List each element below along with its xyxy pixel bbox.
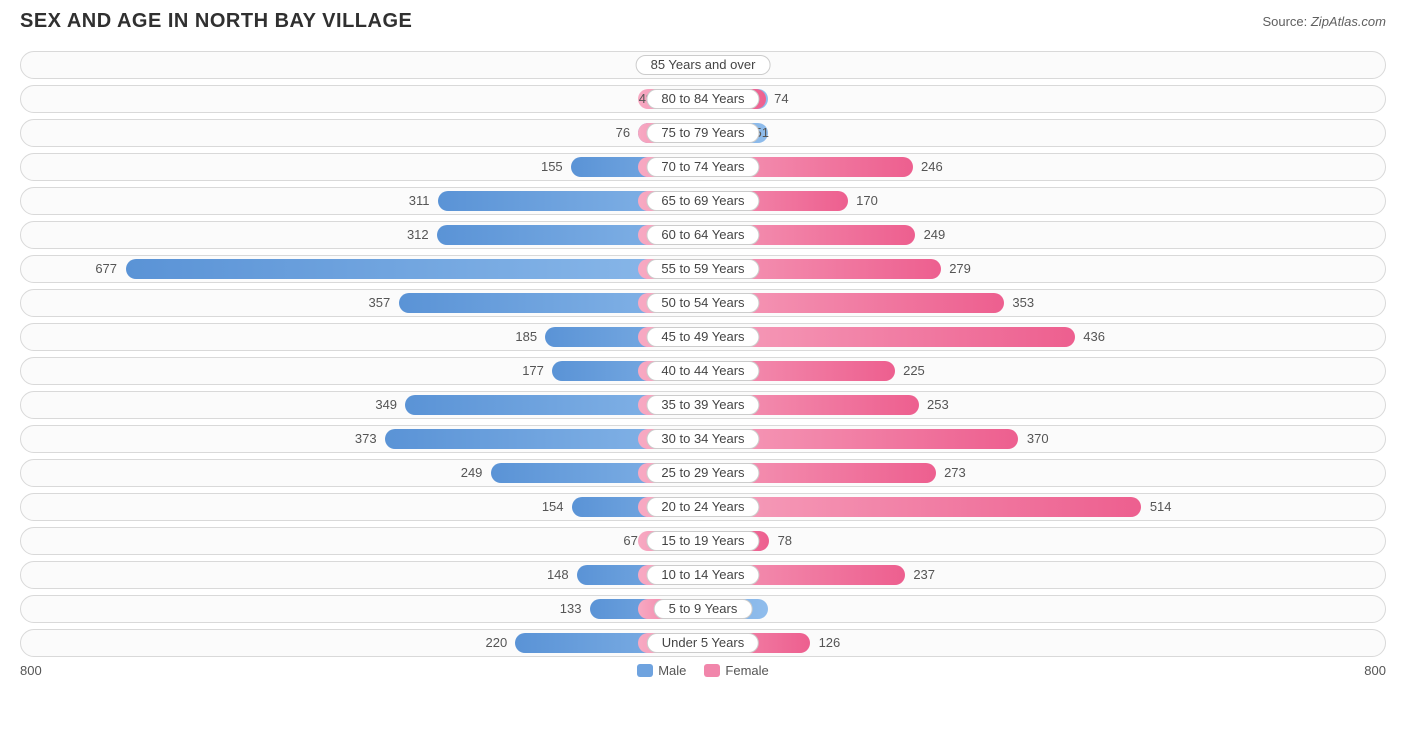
age-row: 677 279 55 to 59 Years	[20, 255, 1386, 283]
legend-item-female: Female	[704, 663, 768, 678]
age-row: 395285 Years and over	[20, 51, 1386, 79]
source-name: ZipAtlas.com	[1311, 14, 1386, 29]
female-value: 126	[819, 630, 841, 656]
male-value: 177	[522, 358, 544, 384]
age-row: 249 273 25 to 29 Years	[20, 459, 1386, 487]
female-value: 225	[903, 358, 925, 384]
female-value: 514	[1150, 494, 1172, 520]
age-row: 311 170 65 to 69 Years	[20, 187, 1386, 215]
age-row: 148 237 10 to 14 Years	[20, 561, 1386, 589]
age-row: 177 225 40 to 44 Years	[20, 357, 1386, 385]
male-value: 312	[407, 222, 429, 248]
age-row: 154 514 20 to 24 Years	[20, 493, 1386, 521]
male-value: 220	[485, 630, 507, 656]
axis-label-right: 800	[1326, 663, 1386, 678]
age-category-label: 10 to 14 Years	[646, 565, 759, 585]
legend: Male Female	[80, 663, 1326, 678]
age-category-label: 40 to 44 Years	[646, 361, 759, 381]
age-category-label: 85 Years and over	[636, 55, 771, 75]
female-value: 279	[949, 256, 971, 282]
population-pyramid: 395285 Years and over497480 to 84 Years7…	[20, 51, 1386, 657]
age-category-label: 60 to 64 Years	[646, 225, 759, 245]
male-value: 133	[560, 596, 582, 622]
female-value: 249	[924, 222, 946, 248]
female-value: 74	[774, 86, 788, 112]
age-category-label: 30 to 34 Years	[646, 429, 759, 449]
age-category-label: 25 to 29 Years	[646, 463, 759, 483]
age-row: 357 353 50 to 54 Years	[20, 289, 1386, 317]
male-value: 185	[515, 324, 537, 350]
age-category-label: 65 to 69 Years	[646, 191, 759, 211]
age-row: 349 253 35 to 39 Years	[20, 391, 1386, 419]
legend-label-male: Male	[658, 663, 686, 678]
age-row: 497480 to 84 Years	[20, 85, 1386, 113]
male-value: 154	[542, 494, 564, 520]
age-row: 67 78 15 to 19 Years	[20, 527, 1386, 555]
age-category-label: 45 to 49 Years	[646, 327, 759, 347]
age-category-label: 5 to 9 Years	[654, 599, 753, 619]
legend-item-male: Male	[637, 663, 686, 678]
age-row: 765175 to 79 Years	[20, 119, 1386, 147]
age-row: 373 370 30 to 34 Years	[20, 425, 1386, 453]
female-value: 78	[778, 528, 792, 554]
female-value: 273	[944, 460, 966, 486]
age-row: 220 126 Under 5 Years	[20, 629, 1386, 657]
female-swatch-icon	[704, 664, 720, 677]
male-value: 155	[541, 154, 563, 180]
age-category-label: 20 to 24 Years	[646, 497, 759, 517]
male-value: 67	[623, 528, 637, 554]
female-value: 436	[1083, 324, 1105, 350]
male-swatch-icon	[637, 664, 653, 677]
male-value: 311	[409, 188, 430, 214]
chart-footer: 800 Male Female 800	[20, 663, 1386, 678]
male-value: 76	[616, 120, 630, 146]
female-value: 353	[1012, 290, 1034, 316]
chart-header: SEX AND AGE IN NORTH BAY VILLAGE Source:…	[20, 10, 1386, 33]
age-row: 13375 to 9 Years	[20, 595, 1386, 623]
age-category-label: 70 to 74 Years	[646, 157, 759, 177]
legend-label-female: Female	[725, 663, 768, 678]
male-value: 349	[375, 392, 397, 418]
female-value: 370	[1027, 426, 1049, 452]
male-value: 148	[547, 562, 569, 588]
chart-title: SEX AND AGE IN NORTH BAY VILLAGE	[20, 10, 412, 33]
age-category-label: 75 to 79 Years	[646, 123, 759, 143]
age-row: 185 436 45 to 49 Years	[20, 323, 1386, 351]
chart-source: Source: ZipAtlas.com	[1262, 14, 1386, 29]
female-value: 246	[921, 154, 943, 180]
male-value: 357	[369, 290, 391, 316]
male-value: 249	[461, 460, 483, 486]
male-value: 373	[355, 426, 377, 452]
male-value: 677	[95, 256, 117, 282]
female-value: 253	[927, 392, 949, 418]
age-category-label: 35 to 39 Years	[646, 395, 759, 415]
axis-label-left: 800	[20, 663, 80, 678]
age-category-label: 55 to 59 Years	[646, 259, 759, 279]
age-category-label: 80 to 84 Years	[646, 89, 759, 109]
age-category-label: 15 to 19 Years	[646, 531, 759, 551]
age-category-label: Under 5 Years	[647, 633, 759, 653]
female-value: 237	[913, 562, 935, 588]
age-row: 312 249 60 to 64 Years	[20, 221, 1386, 249]
source-label: Source:	[1262, 14, 1310, 29]
female-value: 170	[856, 188, 878, 214]
age-row: 155 246 70 to 74 Years	[20, 153, 1386, 181]
age-category-label: 50 to 54 Years	[646, 293, 759, 313]
